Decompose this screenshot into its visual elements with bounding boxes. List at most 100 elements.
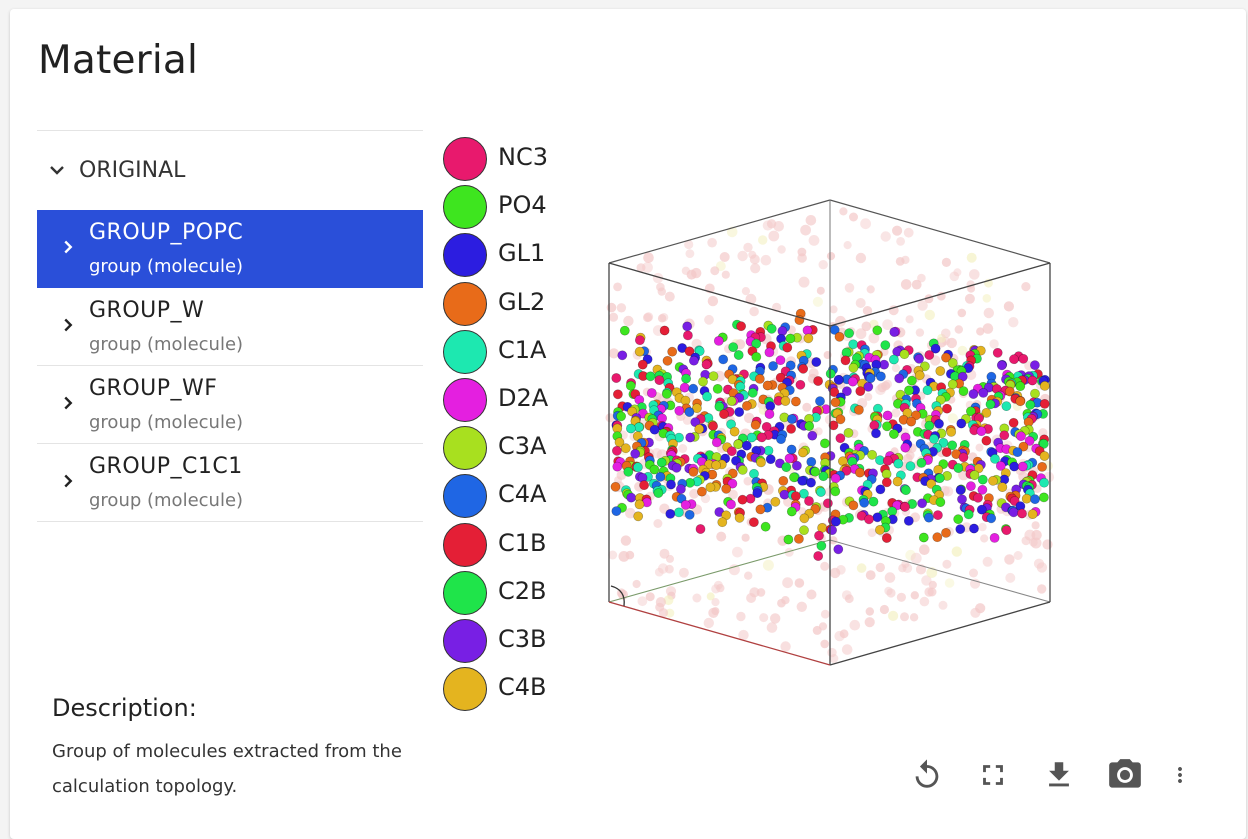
lipid-particle xyxy=(793,533,804,544)
water-particle xyxy=(818,260,828,270)
lipid-particle xyxy=(626,423,636,434)
water-particle xyxy=(651,448,662,459)
lipid-particle xyxy=(905,461,916,471)
lipid-particle xyxy=(926,478,937,489)
water-particle xyxy=(762,559,774,571)
water-particle xyxy=(989,339,999,349)
water-particle xyxy=(892,225,903,236)
water-particle xyxy=(982,294,992,303)
tree-item-group-popc[interactable]: GROUP_POPC group (molecule) xyxy=(37,210,423,288)
lipid-particle xyxy=(611,506,622,516)
water-particle xyxy=(829,305,838,314)
download-button[interactable] xyxy=(1036,752,1082,798)
lipid-particle xyxy=(976,504,987,515)
lipid-particle xyxy=(785,333,796,344)
water-particle xyxy=(919,596,930,607)
lipid-particle xyxy=(714,401,725,412)
water-particle xyxy=(750,263,761,274)
water-particle xyxy=(836,565,846,575)
water-particle xyxy=(1031,529,1042,541)
water-particle xyxy=(816,286,825,295)
lipid-particle xyxy=(634,346,645,357)
water-particle xyxy=(643,252,654,263)
lipid-particle xyxy=(676,484,686,494)
water-particle xyxy=(654,567,664,577)
more-options-button[interactable] xyxy=(1168,752,1192,798)
lipid-particle xyxy=(634,499,645,510)
tree-item-subtitle: group (molecule) xyxy=(89,490,244,511)
lipid-particle xyxy=(1004,386,1015,397)
water-particle xyxy=(942,559,952,569)
lipid-particle xyxy=(775,372,786,383)
water-particle xyxy=(909,613,919,622)
simulation-box-front-edges xyxy=(608,262,1051,666)
lipid-particle xyxy=(612,461,623,472)
tree-item-name: GROUP_POPC xyxy=(89,220,244,245)
legend-swatch xyxy=(443,185,487,230)
lipid-particle xyxy=(804,496,814,506)
lipid-particle xyxy=(813,551,824,561)
water-particle xyxy=(782,577,793,589)
water-particle xyxy=(976,327,985,336)
lipid-particle xyxy=(882,421,892,432)
water-particle xyxy=(820,609,830,619)
tree-item-group-w[interactable]: GROUP_W group (molecule) xyxy=(37,288,423,366)
reset-view-button[interactable] xyxy=(904,752,950,798)
water-particle xyxy=(941,328,951,339)
lipid-particle xyxy=(783,534,794,545)
lipid-particle xyxy=(713,335,724,346)
fullscreen-button[interactable] xyxy=(970,752,1016,798)
water-particle xyxy=(721,270,730,279)
legend-swatch xyxy=(443,137,487,181)
water-particle xyxy=(798,276,810,288)
water-particle xyxy=(1021,536,1031,546)
lipid-particle xyxy=(848,362,859,373)
water-particle xyxy=(895,257,905,266)
lipid-particle xyxy=(617,350,628,361)
lipid-particle xyxy=(645,371,656,382)
water-particle xyxy=(625,507,636,519)
water-particle xyxy=(941,257,951,267)
lipid-particle xyxy=(953,463,964,473)
water-particle xyxy=(849,212,858,222)
structure-3d-viewer[interactable] xyxy=(560,160,1120,700)
water-particle xyxy=(608,550,618,560)
water-particle xyxy=(770,613,781,624)
water-particle xyxy=(623,315,634,327)
lipid-particle xyxy=(694,346,705,356)
lipid-particle xyxy=(930,343,941,354)
chevron-down-icon xyxy=(50,166,64,175)
tree-item-group-wf[interactable]: GROUP_WF group (molecule) xyxy=(37,366,423,444)
lipid-particle xyxy=(917,498,927,509)
water-particle xyxy=(743,412,755,424)
lipid-particle xyxy=(701,359,712,370)
lipid-particle xyxy=(659,325,670,336)
water-particle xyxy=(645,592,655,602)
lipid-particle xyxy=(882,455,893,466)
lipid-particle xyxy=(830,397,841,408)
tree-item-group-c1c1[interactable]: GROUP_C1C1 group (molecule) xyxy=(37,444,423,522)
water-particle xyxy=(915,328,925,337)
lipid-particle xyxy=(795,379,806,390)
lipid-particle xyxy=(1039,398,1050,409)
water-particle xyxy=(975,443,984,452)
camera-icon xyxy=(1109,759,1141,788)
water-particle xyxy=(642,262,653,273)
lipid-particle xyxy=(863,381,874,392)
lipid-particle xyxy=(613,389,623,400)
lipid-particle xyxy=(881,533,892,543)
water-particle xyxy=(606,302,617,313)
lipid-particle xyxy=(825,368,836,379)
lipid-particle xyxy=(798,363,809,374)
lipid-particle xyxy=(813,376,823,386)
lipid-particle xyxy=(830,473,841,484)
water-particle xyxy=(839,207,848,216)
screenshot-button[interactable] xyxy=(1102,752,1148,798)
download-icon xyxy=(1049,762,1069,787)
water-particle xyxy=(1037,584,1047,594)
lipid-particle xyxy=(978,387,989,398)
water-particle xyxy=(605,413,615,423)
water-particle xyxy=(903,453,913,464)
lipid-particle xyxy=(662,355,673,366)
tree-root-original[interactable]: ORIGINAL xyxy=(37,131,423,210)
